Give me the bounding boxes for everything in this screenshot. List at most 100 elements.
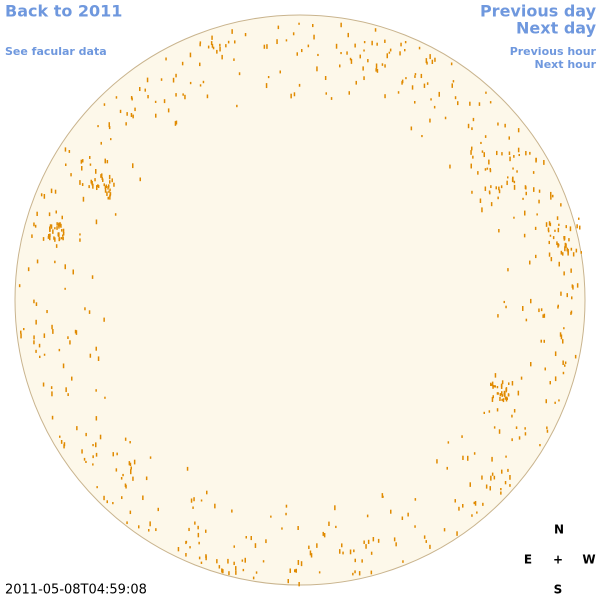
facula xyxy=(157,507,159,512)
facula xyxy=(38,343,41,348)
facula xyxy=(103,183,105,187)
facula xyxy=(525,191,527,196)
facula xyxy=(133,459,136,465)
facula xyxy=(101,173,103,178)
facula xyxy=(470,150,472,155)
facula xyxy=(190,498,193,503)
facula xyxy=(346,51,348,55)
back-link[interactable]: Back to 2011 xyxy=(5,2,122,21)
facula xyxy=(461,435,463,438)
facula xyxy=(547,227,550,231)
facula xyxy=(97,356,100,362)
facula xyxy=(523,233,526,238)
facula xyxy=(426,61,428,65)
facula xyxy=(88,185,90,189)
facula xyxy=(149,456,152,459)
facula xyxy=(177,547,180,552)
facula xyxy=(372,537,375,542)
facula xyxy=(490,383,493,386)
facula xyxy=(501,398,503,401)
facula xyxy=(307,44,310,48)
facula xyxy=(549,222,552,227)
facula xyxy=(557,305,559,309)
facula xyxy=(542,314,544,318)
facula xyxy=(197,532,200,538)
facula xyxy=(500,383,503,388)
facula xyxy=(473,501,475,505)
facula xyxy=(172,77,175,83)
facula xyxy=(474,501,477,506)
facula xyxy=(349,57,352,61)
facula xyxy=(18,284,21,288)
facula xyxy=(69,340,71,345)
facula xyxy=(366,514,369,518)
facula xyxy=(548,240,550,245)
facula xyxy=(503,390,506,395)
facula xyxy=(139,87,141,92)
next-hour-link[interactable]: Next hour xyxy=(535,58,597,71)
facula xyxy=(252,576,255,580)
prev-day-link[interactable]: Previous day xyxy=(480,2,597,21)
facula xyxy=(530,298,532,304)
facula xyxy=(384,94,386,99)
facula xyxy=(397,91,400,94)
facula xyxy=(504,481,507,485)
facula xyxy=(576,283,579,288)
facula xyxy=(485,91,487,94)
facula xyxy=(545,222,548,227)
facula xyxy=(313,34,315,40)
facula xyxy=(50,224,53,229)
facula xyxy=(494,373,497,378)
facula xyxy=(425,540,427,543)
facula xyxy=(109,180,111,184)
facula xyxy=(90,181,93,184)
facula xyxy=(65,387,67,393)
facula xyxy=(107,186,109,190)
facula xyxy=(498,186,500,191)
facula xyxy=(132,163,134,169)
facula xyxy=(562,371,565,375)
facula xyxy=(234,40,236,44)
facula xyxy=(94,178,96,182)
facula xyxy=(55,244,58,248)
facula xyxy=(57,232,59,237)
facula xyxy=(457,101,459,106)
facula xyxy=(281,527,283,530)
facula xyxy=(377,538,380,543)
facula xyxy=(97,125,99,128)
facula xyxy=(507,393,510,397)
facula xyxy=(129,510,132,515)
facula xyxy=(80,159,83,164)
facula xyxy=(411,85,414,90)
facula xyxy=(363,41,366,44)
facula xyxy=(175,73,177,78)
facula xyxy=(323,533,326,538)
facula xyxy=(297,560,300,565)
facula xyxy=(64,147,67,152)
facula xyxy=(83,457,86,461)
facula xyxy=(502,398,505,403)
facula xyxy=(490,185,492,189)
facula xyxy=(231,29,233,34)
facula xyxy=(536,213,538,216)
facula xyxy=(48,234,50,237)
facula xyxy=(497,196,499,200)
prev-hour-link[interactable]: Previous hour xyxy=(510,45,597,58)
facula xyxy=(578,217,580,220)
facula xyxy=(568,238,570,242)
facula xyxy=(106,191,108,196)
facula xyxy=(211,43,214,48)
next-day-link[interactable]: Next day xyxy=(516,19,597,38)
facula xyxy=(233,545,235,548)
facula xyxy=(454,96,457,100)
facula xyxy=(235,570,237,575)
facula xyxy=(557,227,560,233)
facula xyxy=(549,381,551,385)
facula xyxy=(108,190,110,193)
facula xyxy=(43,333,46,338)
data-link[interactable]: See facular data xyxy=(5,45,107,58)
facula xyxy=(262,560,265,563)
facula xyxy=(492,385,494,389)
facula xyxy=(504,396,507,400)
facula xyxy=(395,542,397,547)
